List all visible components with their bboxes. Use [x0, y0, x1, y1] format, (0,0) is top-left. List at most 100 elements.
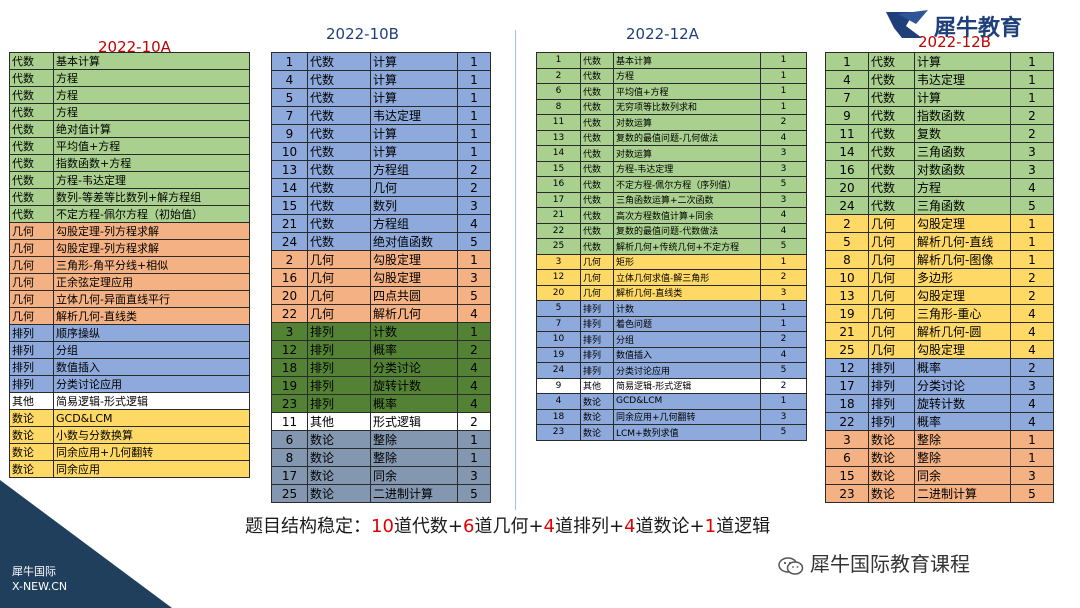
difficulty-cell: 1 — [457, 142, 491, 161]
question-number-cell: 8 — [271, 448, 308, 467]
summary-algebra-label: 道代数+ — [393, 516, 463, 537]
difficulty-cell: 3 — [760, 284, 807, 301]
topic-cell: 勾股定理 — [914, 286, 1011, 305]
question-number-cell: 2 — [271, 250, 308, 269]
topic-cell: 同余 — [370, 466, 458, 485]
category-cell: 数论 — [307, 430, 371, 449]
table-row: 20 几何 四点共圆 5 — [271, 286, 491, 305]
topic-cell: 绝对值计算 — [53, 120, 250, 138]
category-cell: 代数 — [9, 137, 54, 155]
question-number-cell: 4 — [271, 70, 308, 89]
question-number-cell: 23 — [536, 424, 581, 441]
topic-cell: 概率 — [914, 412, 1011, 431]
topic-cell: 简易逻辑-形式逻辑 — [613, 377, 761, 394]
category-cell: 几何 — [9, 256, 54, 274]
question-number-cell: 20 — [536, 284, 581, 301]
table-row: 5 排列 计数 1 — [536, 300, 807, 317]
question-number-cell: 5 — [536, 300, 581, 317]
category-cell: 几何 — [868, 304, 915, 323]
question-number-cell: 9 — [825, 106, 869, 125]
difficulty-cell: 1 — [1010, 88, 1054, 107]
table-row: 25 数论 二进制计算 5 — [271, 484, 491, 503]
topic-cell: 复数 — [914, 124, 1011, 143]
difficulty-cell: 1 — [457, 322, 491, 341]
table-row: 数论 同余应用+几何翻转 — [9, 443, 250, 461]
table-row: 4 代数 计算 1 — [271, 70, 491, 89]
table-row: 几何 勾股定理-列方程求解 — [9, 222, 250, 240]
category-cell: 代数 — [307, 214, 371, 233]
difficulty-cell: 3 — [760, 408, 807, 425]
question-number-cell: 14 — [825, 142, 869, 161]
topic-cell: 平均值+方程 — [53, 137, 250, 155]
topic-cell: 数值插入 — [53, 358, 250, 376]
category-cell: 代数 — [868, 70, 915, 89]
divider-line — [515, 30, 516, 510]
wechat-account: 犀牛国际教育课程 — [778, 548, 970, 577]
category-cell: 数论 — [580, 424, 614, 441]
difficulty-cell: 1 — [1010, 52, 1054, 71]
question-number-cell: 21 — [825, 322, 869, 341]
topic-cell: 数列-等差等比数列+解方程组 — [53, 188, 250, 206]
topic-cell: 整除 — [370, 430, 458, 449]
category-cell: 代数 — [307, 178, 371, 197]
category-cell: 排列 — [580, 315, 614, 332]
table-row: 20 代数 方程 4 — [825, 178, 1054, 197]
summary-logic-label: 道逻辑 — [716, 516, 771, 537]
difficulty-cell: 4 — [760, 207, 807, 224]
difficulty-cell: 1 — [457, 430, 491, 449]
topic-cell: 计算 — [370, 70, 458, 89]
category-cell: 几何 — [580, 269, 614, 286]
table-row: 18 数论 同余应用+几何翻转 3 — [536, 408, 807, 425]
question-number-cell: 7 — [271, 106, 308, 125]
difficulty-cell: 1 — [457, 250, 491, 269]
table-row: 代数 方程 — [9, 86, 250, 104]
table-row: 18 排列 分类讨论 4 — [271, 358, 491, 377]
topic-cell: 计算 — [370, 88, 458, 107]
table-row: 14 代数 对数运算 3 — [536, 145, 807, 162]
question-number-cell: 3 — [271, 322, 308, 341]
difficulty-cell: 1 — [457, 88, 491, 107]
topic-cell: 勾股定理 — [370, 250, 458, 269]
topic-cell: 勾股定理-列方程求解 — [53, 239, 250, 257]
table-row: 7 代数 计算 1 — [825, 88, 1054, 107]
question-number-cell: 25 — [825, 340, 869, 359]
table-row: 9 代数 指数函数 2 — [825, 106, 1054, 125]
table-row: 排列 顺序操纵 — [9, 324, 250, 342]
topic-cell: 对数函数 — [914, 160, 1011, 179]
topic-cell: 解析几何-圆 — [914, 322, 1011, 341]
table-row: 7 代数 韦达定理 1 — [271, 106, 491, 125]
category-cell: 代数 — [868, 106, 915, 125]
table-row: 22 排列 概率 4 — [825, 412, 1054, 431]
table-row: 16 几何 勾股定理 3 — [271, 268, 491, 287]
table-row: 17 排列 分类讨论 3 — [825, 376, 1054, 395]
difficulty-cell: 1 — [1010, 448, 1054, 467]
question-number-cell: 7 — [825, 88, 869, 107]
difficulty-cell: 2 — [457, 412, 491, 431]
category-cell: 代数 — [9, 188, 54, 206]
table-row: 2 代数 方程 1 — [536, 67, 807, 84]
category-cell: 数论 — [9, 409, 54, 427]
question-number-cell: 12 — [536, 269, 581, 286]
category-cell: 排列 — [580, 300, 614, 317]
question-number-cell: 12 — [825, 358, 869, 377]
question-number-cell: 9 — [271, 124, 308, 143]
question-number-cell: 16 — [825, 160, 869, 179]
question-number-cell: 23 — [825, 484, 869, 503]
category-cell: 代数 — [9, 69, 54, 87]
topic-cell: 计算 — [914, 88, 1011, 107]
difficulty-cell: 5 — [760, 424, 807, 441]
category-cell: 代数 — [868, 196, 915, 215]
category-cell: 排列 — [868, 412, 915, 431]
summary-number-theory-label: 道数论+ — [635, 516, 705, 537]
topic-cell: 着色问题 — [613, 315, 761, 332]
category-cell: 其他 — [307, 412, 371, 431]
question-number-cell: 11 — [271, 412, 308, 431]
table-row: 18 排列 旋转计数 4 — [825, 394, 1054, 413]
difficulty-cell: 1 — [1010, 250, 1054, 269]
question-number-cell: 11 — [536, 114, 581, 131]
table-row: 22 代数 复数的最值问题-代数做法 4 — [536, 222, 807, 239]
question-number-cell: 10 — [825, 268, 869, 287]
topic-cell: 分类讨论 — [370, 358, 458, 377]
question-number-cell: 11 — [825, 124, 869, 143]
category-cell: 代数 — [307, 160, 371, 179]
